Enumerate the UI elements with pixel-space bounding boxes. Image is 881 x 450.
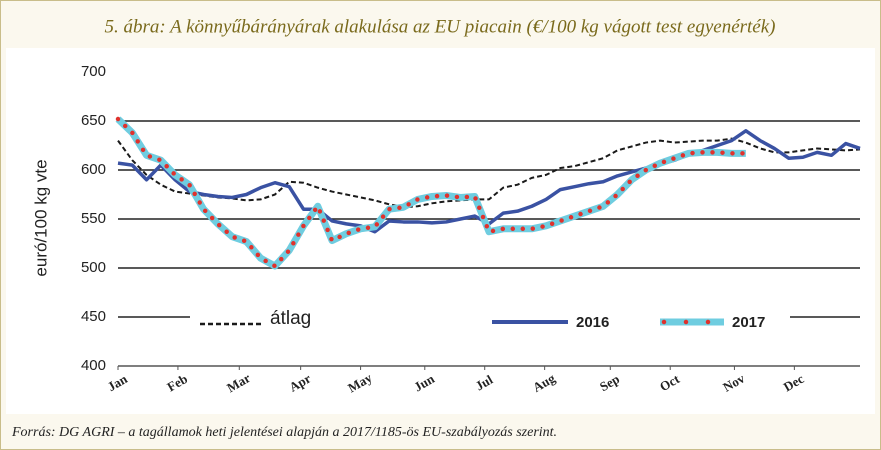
chart-title: 5. ábra: A könnyűbárányárak alakulása az… — [104, 16, 775, 37]
y-tick-label: 500 — [81, 259, 106, 276]
y-tick-label: 600 — [81, 161, 106, 178]
y-tick-label: 700 — [81, 63, 106, 80]
y-tick-label: 450 — [81, 308, 106, 325]
series-line — [115, 116, 746, 270]
y-axis-label: euró/100 kg vte — [31, 159, 50, 276]
y-tick-label: 400 — [81, 357, 106, 374]
series-line — [117, 137, 861, 209]
legend-label: 2016 — [576, 314, 609, 331]
y-tick-label: 650 — [81, 112, 106, 129]
source-note: Forrás: DG AGRI – a tagállamok heti jele… — [11, 425, 557, 440]
plot-panel — [6, 48, 875, 414]
legend-label: átlag — [270, 308, 311, 329]
legend-label: 2017 — [732, 314, 765, 331]
y-tick-label: 550 — [81, 210, 106, 227]
